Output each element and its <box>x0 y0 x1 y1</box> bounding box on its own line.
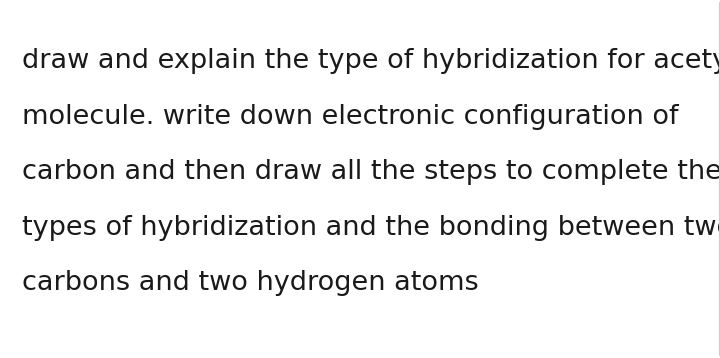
Text: types of hybridization and the bonding between two: types of hybridization and the bonding b… <box>22 215 720 241</box>
Text: carbon and then draw all the steps to complete the: carbon and then draw all the steps to co… <box>22 159 720 185</box>
Text: draw and explain the type of hybridization for acetylene: draw and explain the type of hybridizati… <box>22 48 720 74</box>
Text: carbons and two hydrogen atoms: carbons and two hydrogen atoms <box>22 270 479 296</box>
Text: molecule. write down electronic configuration of: molecule. write down electronic configur… <box>22 104 678 130</box>
